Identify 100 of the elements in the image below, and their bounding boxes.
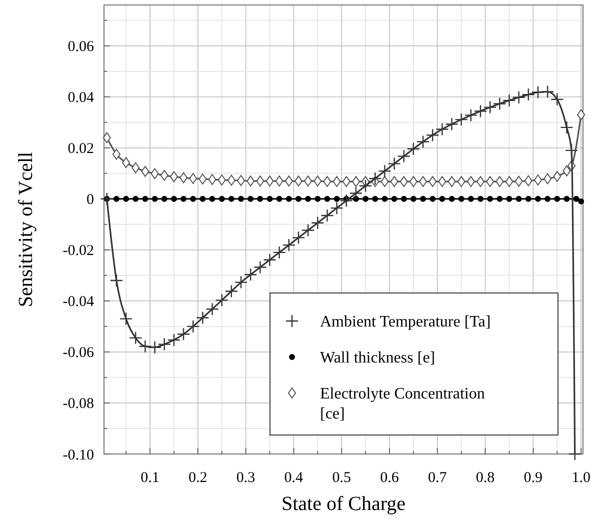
point <box>209 196 216 202</box>
point <box>190 196 196 202</box>
y-tick-label: -0.04 <box>62 294 94 310</box>
y-tick-label: 0.04 <box>68 90 94 106</box>
y-tick-label: -0.02 <box>62 243 94 260</box>
point <box>562 165 571 176</box>
point <box>216 294 228 306</box>
point <box>266 176 274 187</box>
point <box>516 196 522 202</box>
x-tick-label: 0.4 <box>284 470 304 486</box>
point <box>273 246 286 258</box>
point <box>534 196 541 202</box>
point <box>206 303 218 316</box>
y-tick-label: 0 <box>86 192 94 208</box>
x-tick-label: 0.9 <box>524 470 543 486</box>
x-tick-label: 0.6 <box>380 470 400 486</box>
point <box>228 196 234 202</box>
point <box>112 148 120 160</box>
y-tick-label: -0.10 <box>62 447 94 464</box>
point <box>534 174 542 186</box>
point <box>494 98 506 110</box>
point <box>330 202 343 214</box>
point <box>417 136 430 148</box>
point <box>120 312 132 325</box>
point <box>455 114 468 126</box>
x-tick-label: 0.7 <box>428 470 448 486</box>
point <box>388 158 400 170</box>
point <box>554 196 560 202</box>
point <box>436 123 448 136</box>
point <box>439 196 446 202</box>
y-tick-label: -0.08 <box>62 396 94 412</box>
point <box>464 109 477 122</box>
point <box>468 196 474 202</box>
point <box>314 196 321 202</box>
point <box>286 196 292 202</box>
point <box>160 170 168 181</box>
point <box>208 174 216 185</box>
point <box>380 176 389 188</box>
point <box>244 268 257 281</box>
point <box>486 176 494 188</box>
point <box>391 196 398 202</box>
point <box>350 187 362 200</box>
point <box>457 176 466 188</box>
point <box>430 196 436 202</box>
point <box>573 196 580 202</box>
point <box>410 196 416 202</box>
point <box>484 101 496 114</box>
point <box>256 176 264 187</box>
point <box>496 196 503 202</box>
point <box>487 196 494 202</box>
point <box>218 196 225 202</box>
point <box>257 196 264 202</box>
point <box>132 162 140 174</box>
point <box>161 196 168 202</box>
point <box>553 170 562 182</box>
point <box>564 196 570 202</box>
point <box>324 196 330 202</box>
point <box>294 176 302 187</box>
point <box>334 196 340 202</box>
point <box>505 176 514 188</box>
point <box>400 196 407 202</box>
point <box>180 172 188 184</box>
point <box>200 196 206 202</box>
point <box>362 196 369 202</box>
point <box>578 198 584 204</box>
point <box>503 94 516 106</box>
point <box>514 176 523 187</box>
point <box>284 176 293 187</box>
y-tick-label: 0.06 <box>68 39 94 56</box>
point <box>560 121 573 134</box>
point <box>305 196 312 202</box>
point <box>532 86 544 98</box>
point <box>400 176 408 188</box>
point <box>506 196 512 202</box>
point <box>295 196 302 202</box>
point <box>398 150 410 162</box>
point <box>302 224 314 236</box>
point <box>420 196 426 202</box>
point <box>448 196 455 202</box>
point <box>264 254 276 266</box>
point <box>544 173 552 184</box>
point <box>141 166 150 177</box>
point <box>234 276 247 288</box>
point <box>113 196 120 202</box>
point <box>196 312 209 324</box>
point <box>332 176 341 188</box>
point <box>248 196 254 202</box>
point <box>218 174 226 186</box>
point <box>448 176 456 188</box>
legend-label: Ambient Temperature [Ta] <box>320 314 491 331</box>
point <box>321 209 334 222</box>
point <box>139 340 152 352</box>
point <box>148 341 161 354</box>
point <box>180 196 187 202</box>
point <box>170 171 178 182</box>
point <box>142 196 148 202</box>
point <box>390 176 398 188</box>
point <box>544 196 551 202</box>
point <box>266 196 273 202</box>
point <box>524 175 532 186</box>
